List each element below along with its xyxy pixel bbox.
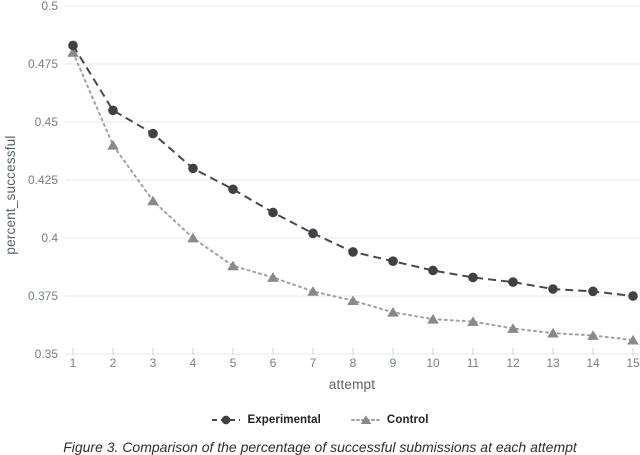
y-axis-title: percent_successful — [3, 135, 18, 254]
series-control — [67, 47, 639, 345]
x-tick-label: 9 — [390, 356, 397, 370]
x-tick-label: 8 — [350, 356, 357, 370]
x-tick-label: 13 — [546, 356, 560, 370]
x-tick-label: 5 — [230, 356, 237, 370]
x-tick-label: 12 — [506, 356, 520, 370]
y-tick-label: 0.35 — [35, 347, 59, 361]
gridlines — [65, 5, 640, 355]
x-tick-label: 11 — [467, 356, 480, 370]
figure-caption: Figure 3. Comparison of the percentage o… — [63, 439, 577, 455]
y-tick-label: 0.375 — [28, 289, 58, 303]
x-axis-title: attempt — [329, 377, 375, 392]
legend-label: Control — [386, 414, 429, 426]
x-tick-marks — [72, 348, 634, 355]
legend: Experimental Control — [0, 413, 640, 427]
series-experimental — [68, 40, 638, 301]
x-tick-label: 2 — [110, 356, 117, 370]
y-tick-label: 0.5 — [41, 0, 58, 13]
series-layer — [67, 40, 639, 345]
y-tick-label: 0.4 — [41, 231, 58, 245]
x-tick-label: 6 — [270, 356, 277, 370]
x-tick-label: 7 — [310, 356, 317, 370]
x-tick-label: 10 — [426, 356, 440, 370]
legend-item-experimental: Experimental — [211, 413, 321, 427]
x-tick-label: 4 — [190, 356, 197, 370]
circle-marker-icon — [212, 415, 241, 425]
x-tick-labels: 1 2 3 4 5 6 7 8 9 10 11 12 13 14 15 — [70, 356, 640, 370]
x-tick-label: 14 — [586, 356, 600, 370]
legend-label: Experimental — [247, 414, 321, 426]
x-tick-label: 15 — [626, 356, 640, 370]
legend-item-control: Control — [350, 413, 429, 427]
x-tick-label: 1 — [70, 356, 77, 370]
x-tick-label: 3 — [150, 356, 157, 370]
y-tick-labels: 0.35 0.375 0.4 0.425 0.45 0.475 0.5 — [28, 0, 58, 361]
y-tick-label: 0.425 — [28, 173, 58, 187]
y-tick-label: 0.475 — [28, 57, 58, 71]
y-tick-label: 0.45 — [35, 115, 59, 129]
triangle-marker-icon — [350, 415, 381, 424]
